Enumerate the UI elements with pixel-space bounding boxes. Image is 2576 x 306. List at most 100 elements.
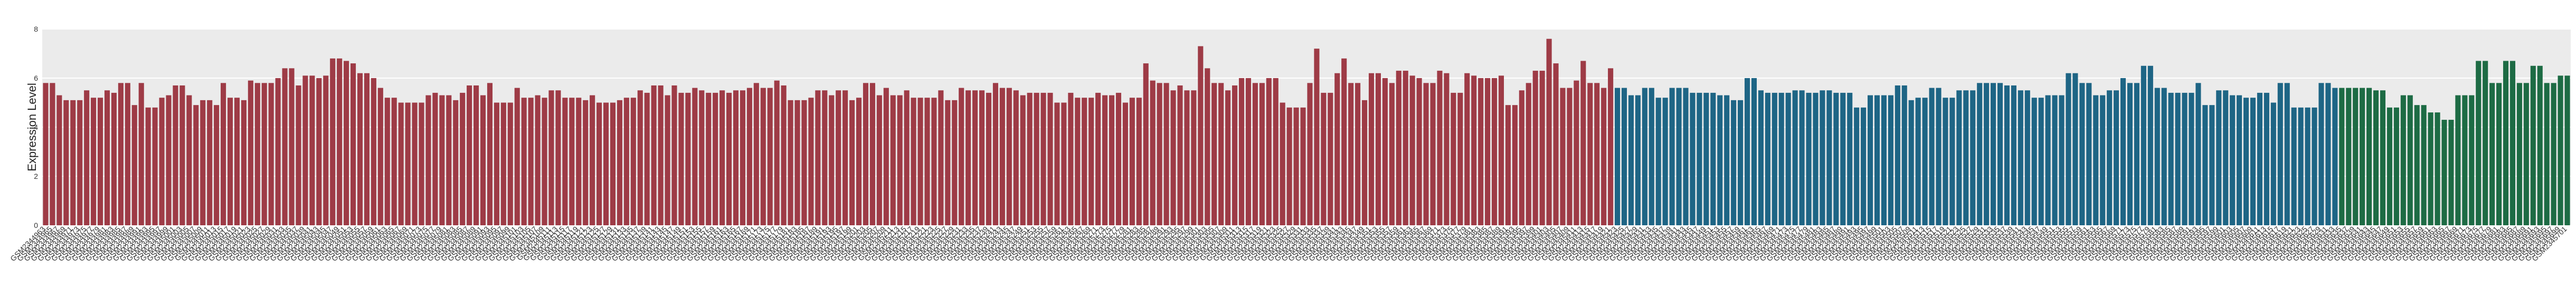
bar [1416, 78, 1422, 225]
bar [665, 95, 670, 225]
bar [1532, 71, 1538, 226]
bar [849, 100, 855, 225]
bar [1075, 98, 1081, 225]
bar [1341, 58, 1347, 226]
bar [1854, 107, 1860, 225]
bar [268, 83, 274, 226]
bar [794, 100, 800, 225]
bar [1642, 88, 1647, 225]
bar [815, 90, 821, 225]
bar [979, 90, 985, 225]
bar [2558, 75, 2563, 225]
bar [1546, 39, 1552, 225]
bar [2407, 95, 2413, 225]
bar [2189, 92, 2194, 225]
bar [330, 58, 336, 226]
bar [2462, 95, 2468, 225]
bar [1273, 78, 1278, 225]
bar [1991, 83, 1996, 226]
bar [590, 95, 595, 225]
bar [2182, 92, 2187, 225]
bar [1102, 95, 1108, 225]
bar [1348, 83, 1354, 226]
bar [2237, 95, 2242, 225]
bar [2038, 98, 2044, 225]
bar [1888, 95, 1893, 225]
bar [2195, 83, 2201, 226]
bar [1184, 90, 1190, 225]
bar [651, 85, 657, 225]
bar [296, 85, 301, 225]
bar [706, 92, 712, 225]
bar [1170, 90, 1176, 225]
bar [2243, 98, 2249, 225]
y-axis-title: Expression Level [25, 83, 39, 171]
bar [1744, 78, 1750, 225]
bar [1451, 92, 1456, 225]
bar [2353, 88, 2359, 225]
bar [2516, 83, 2522, 226]
bar [2031, 98, 2037, 225]
bar [1874, 95, 1880, 225]
bar [1040, 92, 1046, 225]
y-tick-label: 6 [34, 74, 38, 82]
bar [1628, 95, 1634, 225]
bar [1355, 83, 1361, 226]
bar [713, 92, 718, 225]
bar [460, 92, 466, 225]
bar [70, 100, 76, 225]
bar [2134, 83, 2139, 226]
bar [1225, 90, 1231, 225]
bar [678, 92, 684, 225]
y-tick-label: 2 [34, 172, 38, 180]
bar [200, 100, 206, 225]
bar [1724, 95, 1730, 225]
bar [2107, 90, 2113, 225]
bar [1881, 95, 1887, 225]
bar [1553, 63, 1559, 225]
bar [1806, 92, 1812, 225]
bar [77, 100, 83, 225]
bar [2386, 107, 2392, 225]
bar [2496, 83, 2502, 226]
bar [2120, 78, 2126, 225]
bar [555, 90, 561, 225]
bar [1580, 61, 1586, 225]
bar [1683, 88, 1689, 225]
bar [377, 88, 383, 225]
bar [1054, 102, 1060, 225]
bar [1717, 95, 1723, 225]
bar [2346, 88, 2352, 225]
bar [405, 102, 411, 225]
bar [138, 83, 144, 226]
bar [2380, 90, 2386, 225]
bar [1485, 78, 1491, 225]
bar [2284, 83, 2290, 226]
bar [234, 98, 240, 225]
bar [371, 78, 376, 225]
bar [125, 83, 130, 226]
bar [576, 98, 582, 225]
bar [788, 100, 793, 225]
bar [1498, 75, 1504, 225]
bar [658, 85, 664, 225]
bar [1471, 75, 1477, 225]
bar [890, 95, 896, 225]
bar [439, 95, 445, 225]
bar [2291, 107, 2297, 225]
bar [1205, 68, 1210, 225]
bar [2018, 90, 2023, 225]
bar [2523, 83, 2529, 226]
bar [1861, 107, 1867, 225]
bar [1655, 98, 1661, 225]
bar [801, 100, 807, 225]
bar [548, 90, 554, 225]
bar [521, 98, 527, 225]
bar [282, 68, 288, 225]
bar [1034, 92, 1039, 225]
bar [2100, 95, 2106, 225]
bar [1915, 98, 1921, 225]
bar [1478, 78, 1484, 225]
bar [1280, 102, 1285, 225]
bar [1956, 90, 1962, 225]
